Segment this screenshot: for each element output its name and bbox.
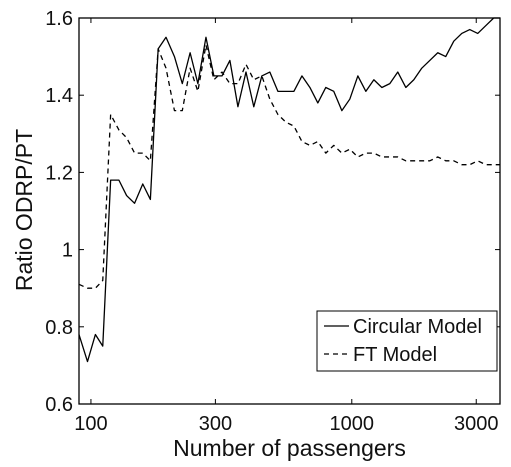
legend-label-circular-model: Circular Model <box>353 316 482 338</box>
x-tick-label: 100 <box>74 413 107 435</box>
y-tick-label: 0.6 <box>45 394 73 416</box>
y-axis-title: Ratio ODRP/PT <box>11 129 37 291</box>
y-tick-label: 1 <box>62 240 73 262</box>
y-tick-label: 1.6 <box>45 8 73 30</box>
x-tick-label: 3000 <box>454 413 499 435</box>
x-axis-title: Number of passengers <box>173 435 406 461</box>
y-tick-label: 1.2 <box>45 162 73 184</box>
legend: Circular Model FT Model <box>316 310 498 372</box>
legend-label-ft-model: FT Model <box>353 344 437 366</box>
series-line-ft-model <box>78 44 500 289</box>
y-tick-label: 0.8 <box>45 317 73 339</box>
series-layer <box>78 17 500 363</box>
x-tick-label: 300 <box>199 413 232 435</box>
legend-box <box>316 310 498 372</box>
series-line-circular-model <box>78 17 500 363</box>
x-tick-label: 1000 <box>330 413 375 435</box>
y-tick-label: 1.4 <box>45 85 73 107</box>
ticks-layer: 100 300 1000 3000 0.6 0.8 1 1.2 1.4 1.6 <box>45 8 500 435</box>
